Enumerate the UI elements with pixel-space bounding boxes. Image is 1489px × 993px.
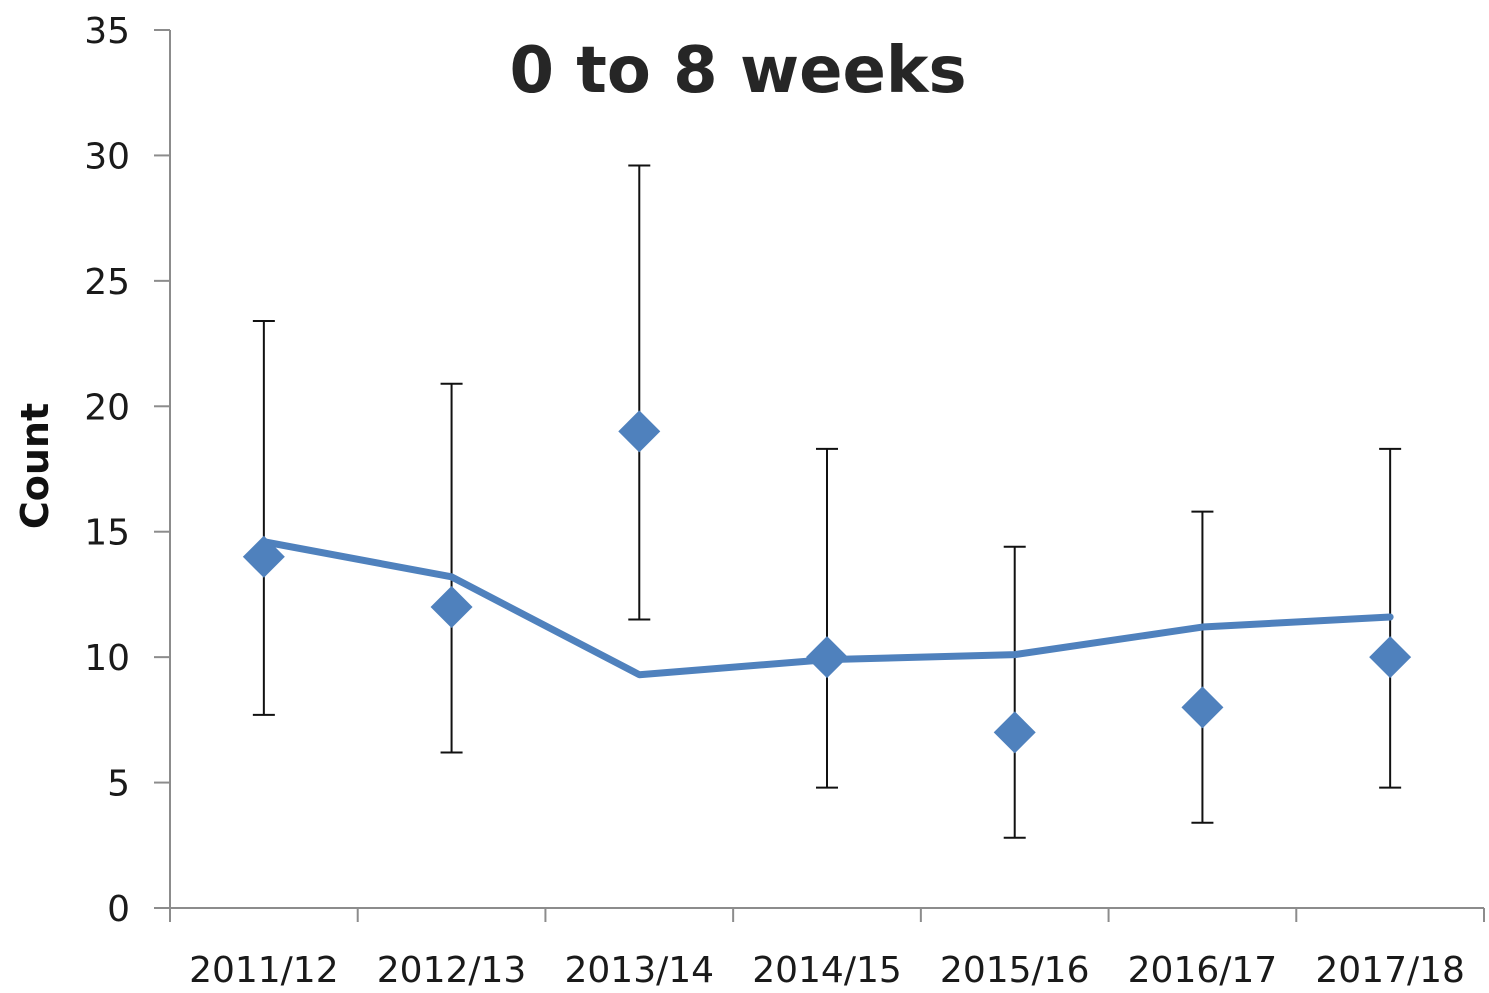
data-point bbox=[806, 636, 848, 679]
error-bars bbox=[252, 164, 1402, 839]
data-point bbox=[993, 711, 1036, 754]
data-point bbox=[618, 410, 661, 453]
y-tick-label: 30 bbox=[84, 136, 130, 177]
axes: 0 5 10 15 20 25 30 35 2011/12 2012/13 2013/14 2014/… bbox=[84, 11, 1485, 991]
x-tick-label: 2013/14 bbox=[565, 950, 715, 991]
y-axis-title: Count bbox=[13, 403, 57, 529]
y-tick-label: 0 bbox=[107, 889, 130, 930]
x-tick-label: 2015/16 bbox=[940, 950, 1090, 991]
y-tick-label: 25 bbox=[84, 262, 130, 303]
x-tick-label: 2011/12 bbox=[189, 950, 339, 991]
data-point bbox=[242, 535, 285, 578]
y-tick-label: 35 bbox=[84, 11, 130, 52]
y-tick-label: 20 bbox=[84, 387, 130, 428]
y-tick-label: 10 bbox=[84, 638, 130, 679]
chart-title: 0 to 8 weeks bbox=[509, 34, 966, 108]
data-points bbox=[242, 410, 1412, 754]
y-tick-label: 15 bbox=[84, 513, 130, 554]
data-point bbox=[1369, 636, 1412, 679]
x-tick-label: 2017/18 bbox=[1315, 950, 1465, 991]
x-tick-label: 2016/17 bbox=[1128, 950, 1278, 991]
data-point bbox=[1181, 686, 1224, 729]
y-tick-label: 5 bbox=[107, 764, 130, 805]
data-point bbox=[430, 585, 473, 628]
x-tick-label: 2014/15 bbox=[752, 950, 902, 991]
x-tick-label: 2012/13 bbox=[377, 950, 527, 991]
